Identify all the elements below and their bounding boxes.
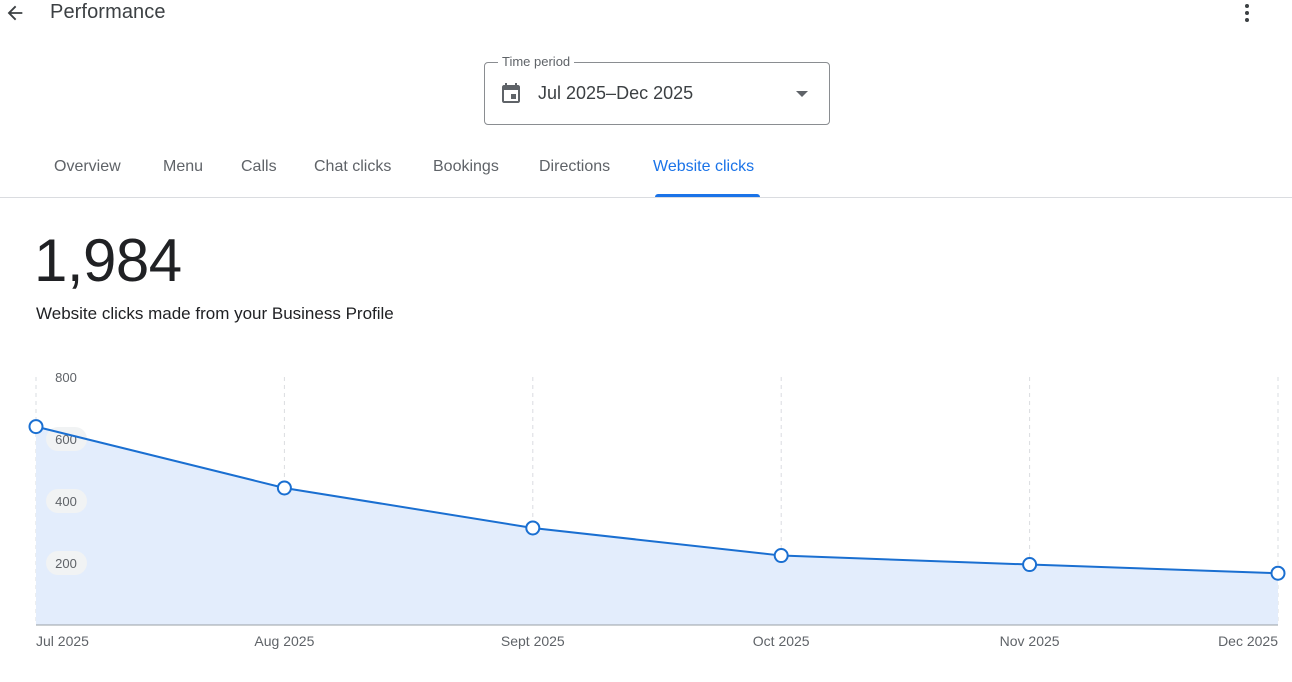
page-title: Performance [50,1,166,23]
data-point[interactable] [28,419,44,435]
back-button[interactable] [2,0,28,26]
more-options-button[interactable] [1234,0,1260,26]
series-line [35,425,1279,575]
data-point[interactable] [1022,557,1038,573]
x-tick-label: Dec 2025 [1218,633,1278,649]
y-tick-label: 200 [55,556,77,571]
tab-directions[interactable]: Directions [539,158,611,175]
metric-tabs: Overview Menu Calls Chat clicks Bookings… [0,148,1292,198]
tab-website-clicks[interactable]: Website clicks [653,158,755,175]
tab-overview[interactable]: Overview [54,158,121,175]
x-tick-label: Nov 2025 [1000,633,1060,649]
top-bar: Performance [0,0,1292,28]
total-clicks-description: Website clicks made from your Business P… [36,304,394,323]
tab-menu[interactable]: Menu [163,158,204,175]
active-tab-indicator [655,194,760,197]
x-tick-label: Aug 2025 [254,633,314,649]
time-period-value: Jul 2025–Dec 2025 [538,83,694,103]
y-tick-pill [46,489,87,513]
data-point[interactable] [1270,565,1286,581]
time-period-label: Time period [498,54,575,69]
arrow-back-icon [7,5,23,21]
dropdown-caret-icon [796,91,808,97]
data-point[interactable] [276,480,292,496]
more-vert-icon [1245,4,1249,22]
x-tick-label: Jul 2025 [36,633,89,649]
tab-calls[interactable]: Calls [241,158,277,175]
data-point[interactable] [773,548,789,564]
x-tick-label: Oct 2025 [753,633,810,649]
time-period-select[interactable]: Time period Jul 2025–Dec 2025 [484,54,830,125]
y-tick-label: 800 [55,370,77,385]
tab-chat-clicks[interactable]: Chat clicks [314,158,392,175]
total-clicks-value: 1,984 [34,227,182,294]
y-tick-label: 400 [55,494,77,509]
y-tick-pill [46,427,87,451]
y-tick-pill [46,551,87,575]
data-point[interactable] [525,520,541,536]
tab-bookings[interactable]: Bookings [433,158,499,175]
area-fill [36,426,1278,625]
calendar-icon [502,83,520,103]
x-tick-label: Sept 2025 [501,633,565,649]
